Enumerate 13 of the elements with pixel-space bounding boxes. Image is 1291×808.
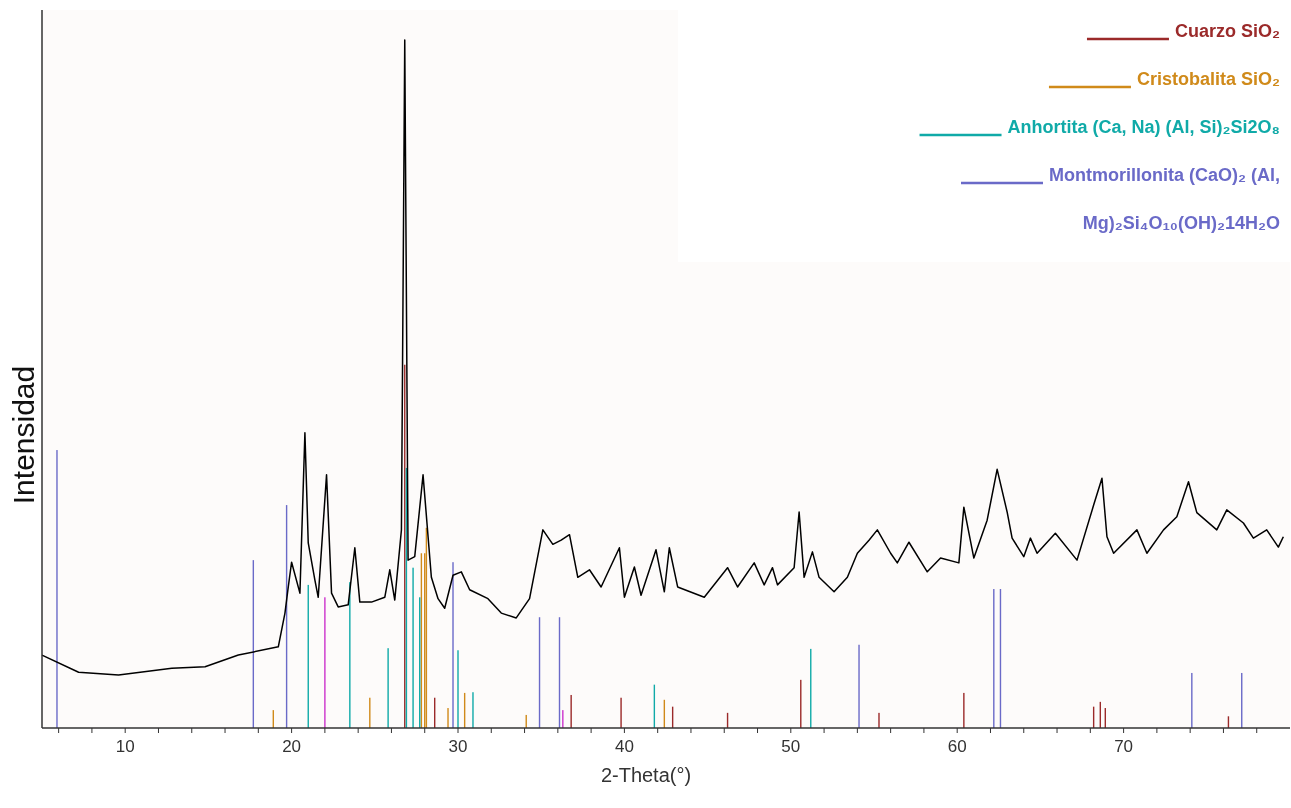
x-tick-label: 10 (115, 737, 135, 756)
legend-label: Anhortita (Ca, Na) (Al, Si)₂Si2O₈ (997, 117, 1280, 137)
x-axis-title: 2-Theta(°) (600, 764, 692, 786)
x-tick-label: 40 (614, 737, 634, 756)
x-tick-label: 20 (282, 737, 302, 756)
x-tick-label: 70 (1114, 737, 1134, 756)
legend-label: Cuarzo SiO₂ (1164, 21, 1280, 41)
x-tick-label: 30 (448, 737, 468, 756)
x-tick-label: 60 (947, 737, 967, 756)
legend-label: Cristobalita SiO₂ (1126, 69, 1280, 89)
x-tick-label: 50 (781, 737, 801, 756)
y-axis-title: Intensidad (7, 365, 40, 505)
text: Montmorillonita (CaO)₂ (Al, Mg)₂Si₄O₁₀(OH)₂14H₂O (1049, 165, 1280, 233)
